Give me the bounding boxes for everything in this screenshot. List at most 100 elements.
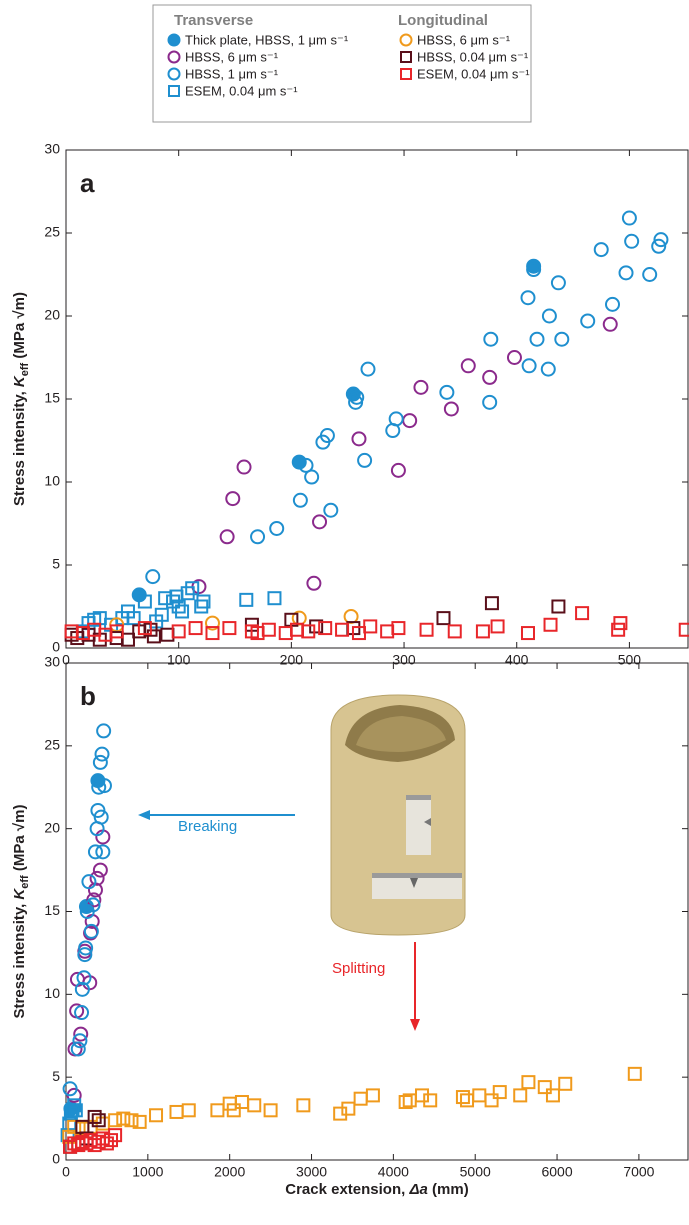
point <box>543 617 558 632</box>
point <box>236 459 252 475</box>
point <box>81 874 97 890</box>
panel-label: b <box>80 681 96 711</box>
point <box>109 624 124 639</box>
point <box>89 870 105 886</box>
point <box>87 1109 102 1124</box>
point <box>483 331 499 347</box>
point <box>77 947 93 963</box>
point <box>67 1119 82 1134</box>
point <box>318 621 333 636</box>
point <box>554 331 570 347</box>
legend-label: HBSS, 6 μm s⁻¹ <box>185 49 279 64</box>
point <box>333 1106 348 1121</box>
point <box>521 1075 536 1090</box>
point <box>482 369 498 385</box>
point <box>247 1098 262 1113</box>
point <box>132 1114 147 1129</box>
point <box>158 591 173 606</box>
point <box>146 629 161 644</box>
point <box>624 233 640 249</box>
point <box>96 723 112 739</box>
point <box>196 594 211 609</box>
point <box>94 746 110 762</box>
x-tick-label: 2000 <box>214 1164 245 1180</box>
point <box>472 1088 487 1103</box>
point <box>526 262 542 278</box>
point <box>541 308 557 324</box>
point <box>398 1095 413 1110</box>
point <box>521 358 537 374</box>
point <box>137 621 152 636</box>
point <box>171 599 186 614</box>
point <box>363 619 378 634</box>
annotation: Breaking <box>178 818 237 835</box>
point <box>99 1136 114 1151</box>
point <box>108 1128 123 1143</box>
point <box>492 1085 507 1100</box>
bone-illustration <box>330 694 466 936</box>
point <box>390 462 406 478</box>
point <box>91 1113 106 1128</box>
x-tick-label: 400 <box>505 652 529 668</box>
point <box>74 981 90 997</box>
point <box>415 1088 430 1103</box>
y-axis-label-part: eff <box>19 875 31 889</box>
y-tick-label: 10 <box>44 985 60 1001</box>
point <box>537 1080 552 1095</box>
point <box>63 1106 78 1121</box>
y-tick-label: 10 <box>44 473 60 489</box>
point <box>447 624 462 639</box>
point <box>154 607 169 622</box>
annotation: Splitting <box>332 960 385 977</box>
legend-label: HBSS, 1 μm s⁻¹ <box>185 66 279 81</box>
point <box>124 1113 139 1128</box>
point <box>529 331 545 347</box>
point <box>160 627 175 642</box>
point <box>219 529 235 545</box>
point <box>341 1101 356 1116</box>
point <box>575 606 590 621</box>
y-axis-label-part: Stress intensity, <box>11 900 28 1019</box>
point <box>298 457 314 473</box>
point <box>92 862 108 878</box>
legend-marker <box>167 67 181 81</box>
x-tick-label: 4000 <box>378 1164 409 1180</box>
point <box>602 316 618 332</box>
point <box>185 581 200 596</box>
point <box>506 350 522 365</box>
point <box>171 624 186 639</box>
point <box>234 1095 249 1110</box>
y-tick-label: 20 <box>44 307 60 323</box>
point <box>120 632 135 647</box>
y-tick-label: 5 <box>52 1068 60 1084</box>
breaking-arrowhead <box>138 810 150 820</box>
point <box>439 384 455 400</box>
x-tick-label: 500 <box>618 652 642 668</box>
y-tick-label: 20 <box>44 819 60 835</box>
point <box>319 428 335 444</box>
point <box>627 1066 642 1081</box>
legend-label: ESEM, 0.04 μm s⁻¹ <box>185 83 298 98</box>
point <box>605 296 621 312</box>
y-tick-label: 15 <box>44 902 60 918</box>
y-tick-label: 30 <box>44 141 60 157</box>
y-tick-label: 25 <box>44 737 60 753</box>
point <box>67 1098 82 1113</box>
point <box>343 608 359 624</box>
legend-marker <box>167 50 181 64</box>
x-tick-label: 100 <box>167 652 191 668</box>
point <box>301 624 316 639</box>
point <box>351 431 367 447</box>
point <box>613 616 628 631</box>
legend-marker <box>168 85 180 97</box>
point <box>137 594 152 609</box>
legend-label: Thick plate, HBSS, 1 μm s⁻¹ <box>185 32 349 47</box>
point <box>580 313 596 329</box>
point <box>74 1005 90 1021</box>
y-axis-label-part: eff <box>19 362 31 376</box>
y-tick-label: 0 <box>52 1151 60 1167</box>
point <box>357 452 373 468</box>
point <box>278 626 293 641</box>
point <box>108 1113 123 1128</box>
point <box>222 621 237 636</box>
